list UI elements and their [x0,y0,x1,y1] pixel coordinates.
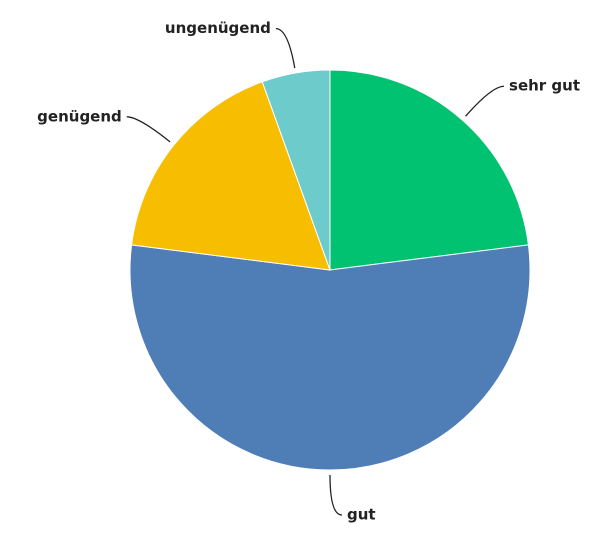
pie-slice [131,81,331,271]
slice-label: ungenügend [165,19,271,37]
slice-label: sehr gut [509,77,580,95]
slice-label: gut [347,506,376,524]
leader-line [275,27,296,69]
leader-line [465,85,505,117]
pie-slice [129,244,531,471]
leader-line [329,474,343,516]
leader-line [126,116,171,143]
pie-slice [329,69,529,271]
slice-label: genügend [37,107,122,125]
pie-slice [261,69,331,271]
